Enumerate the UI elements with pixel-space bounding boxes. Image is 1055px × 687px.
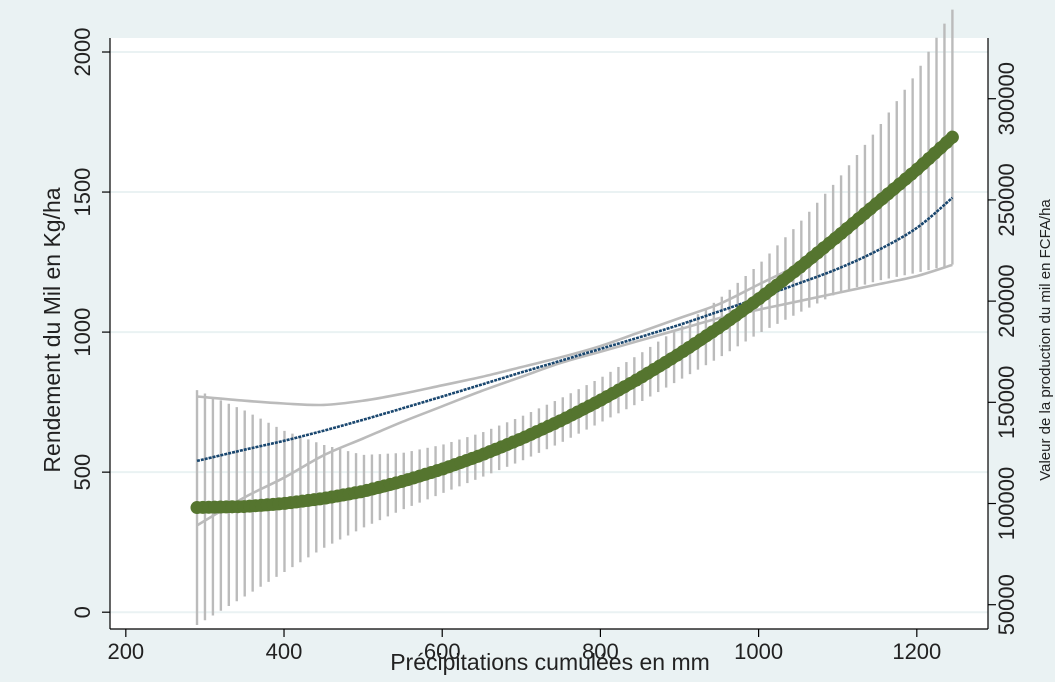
x-tick-label: 1200 [892,639,941,664]
y-tick-label: 500 [70,454,95,491]
y-tick-label: 1500 [70,168,95,217]
x-tick-label: 1000 [734,639,783,664]
y-tick-label: 0 [70,606,95,618]
axes: 200 400 600 800 1000 1200 0 500 1000 1500 2000 5000… [70,28,1019,664]
x-tick-label: 800 [582,639,619,664]
series-line-left [196,196,954,463]
y2-tick-label: 250000 [994,163,1019,236]
y2-tick-label: 150000 [994,366,1019,439]
y-tick-label: 1000 [70,308,95,357]
ci-lower-left [196,263,953,527]
plot-area [110,38,988,629]
y-tick-label: 2000 [70,28,95,77]
y2-tick-label: 50000 [994,574,1019,635]
y-axis-title: Rendement du Mil en Kg/ha [39,187,65,472]
series-point-right [945,130,959,144]
y2-tick-label: 300000 [994,62,1019,135]
y2-tick-label: 200000 [994,264,1019,337]
y2-axis-title: Valeur de la production du mil en FCFA/h… [1037,199,1054,481]
x-tick-label: 200 [107,639,144,664]
y2-tick-label: 100000 [994,467,1019,540]
x-axis-title: Précipitations cumulées en mm [390,649,710,675]
gridlines [110,51,988,614]
x-tick-label: 600 [424,639,461,664]
x-tick-label: 400 [266,639,303,664]
series-lines [190,130,959,515]
